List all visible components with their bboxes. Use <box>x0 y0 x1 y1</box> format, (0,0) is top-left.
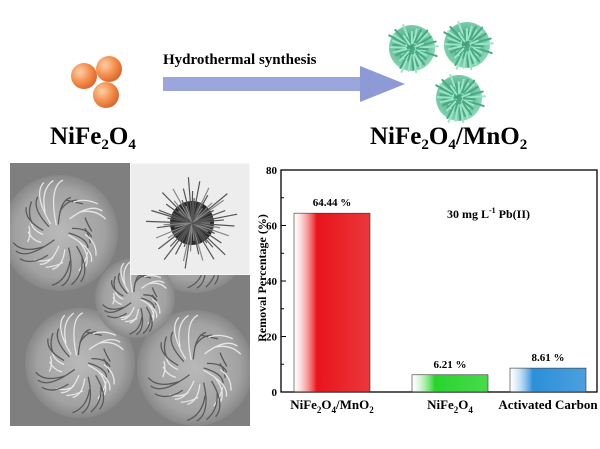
y-tick-label: 80 <box>266 165 278 177</box>
sem-micrograph <box>10 163 250 426</box>
arrow-label: Hydrothermal synthesis <box>163 52 317 68</box>
category-label: NiFe2O4 <box>427 397 473 415</box>
product-label: NiFe2O4/MnO2 <box>370 123 528 153</box>
data-label: 64.44 % <box>313 197 352 209</box>
synthesis-arrow-icon <box>163 66 405 102</box>
y-tick-label: 40 <box>266 276 278 288</box>
category-label: Activated Carbon <box>498 397 598 412</box>
nife2o4-mno2-flowers-icon <box>388 21 494 124</box>
bar <box>509 367 587 393</box>
data-label: 8.61 % <box>532 352 565 364</box>
bar <box>411 374 489 393</box>
category-label: NiFe2O4/MnO2 <box>290 397 374 415</box>
data-label: 6.21 % <box>434 359 467 371</box>
y-tick-label: 20 <box>266 332 278 344</box>
nife2o4-spheres-icon <box>71 56 122 108</box>
y-tick-label: 60 <box>266 221 278 233</box>
bar <box>293 212 371 393</box>
y-axis-label: Removal Percentage (%) <box>255 214 269 342</box>
y-tick-label: 0 <box>272 387 278 399</box>
tem-inset <box>130 163 250 275</box>
synthesis-scheme <box>71 21 494 124</box>
condition-annotation: 30 mg L-1 Pb(II) <box>447 206 530 221</box>
precursor-label: NiFe2O4 <box>50 123 136 153</box>
removal-bar-chart: 0 20 40 60 80 64.44 % NiFe2O4/MnO2 6.21 % NiFe2O… <box>255 165 598 415</box>
